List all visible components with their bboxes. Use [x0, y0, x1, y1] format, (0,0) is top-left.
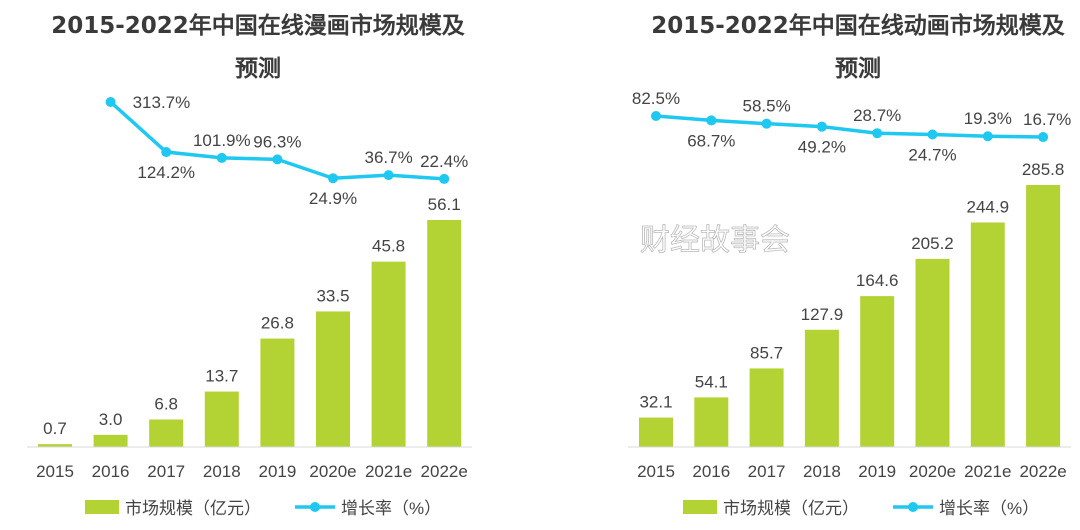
legend-line-label: 增长率（%）: [939, 499, 1039, 518]
bar-label: 85.7: [750, 343, 783, 362]
x-tick-label: 2016: [692, 462, 730, 481]
bar: [749, 368, 784, 447]
growth-label: 19.3%: [964, 109, 1012, 128]
legend-line-marker: [908, 502, 918, 512]
growth-label: 24.7%: [908, 145, 956, 164]
growth-point: [272, 154, 283, 165]
x-tick-label: 2020e: [309, 462, 356, 481]
growth-label: 68.7%: [687, 131, 735, 150]
bar-label: 32.1: [639, 393, 672, 412]
growth-point: [439, 173, 450, 184]
x-tick-label: 2018: [203, 462, 241, 481]
chart-title: 预测: [835, 56, 881, 82]
bar-label: 56.1: [428, 195, 461, 214]
growth-label: 58.5%: [742, 97, 790, 116]
legend-bar-label: 市场规模（亿元）: [125, 499, 261, 518]
x-tick-label: 2018: [803, 462, 841, 481]
growth-label: 16.7%: [1023, 110, 1071, 129]
bar-label: 26.8: [261, 314, 294, 333]
growth-point: [761, 118, 772, 129]
bar: [204, 391, 239, 447]
growth-point: [927, 129, 938, 140]
chart-title: 2015-2022年中国在线动画市场规模及: [651, 12, 1065, 39]
bar: [260, 338, 295, 447]
x-tick-label: 2015: [36, 462, 74, 481]
growth-label: 22.4%: [420, 152, 468, 171]
growth-label: 28.7%: [853, 106, 901, 125]
growth-point: [328, 173, 338, 184]
chart-title: 预测: [235, 56, 281, 82]
x-tick-label: 2015: [637, 462, 675, 481]
growth-label: 36.7%: [364, 148, 412, 167]
bar: [639, 417, 673, 447]
x-tick-label: 2021e: [964, 462, 1011, 481]
x-tick-label: 2017: [748, 462, 786, 481]
x-tick-label: 2022e: [421, 462, 468, 481]
growth-point: [1038, 132, 1049, 143]
growth-point: [105, 97, 116, 107]
watermark: 财经故事会: [640, 224, 790, 257]
bar-label: 285.8: [1022, 160, 1065, 179]
bar-label: 244.9: [967, 197, 1010, 216]
bar-label: 6.8: [154, 394, 178, 413]
growth-label: 96.3%: [253, 132, 301, 151]
growth-point: [216, 152, 227, 163]
x-tick-label: 2016: [92, 462, 130, 481]
growth-label: 82.5%: [632, 89, 680, 108]
legend-line-label: 增长率（%）: [341, 499, 441, 518]
growth-point: [982, 131, 993, 142]
growth-point: [161, 147, 172, 158]
bar-label: 164.6: [856, 271, 899, 290]
bar-label: 205.2: [911, 234, 954, 253]
growth-label: 313.7%: [133, 93, 191, 112]
legend-bar-swatch: [683, 500, 717, 514]
growth-label: 124.2%: [137, 163, 195, 182]
x-tick-label: 2017: [147, 462, 185, 481]
bar: [970, 222, 1005, 447]
bar-label: 33.5: [316, 286, 349, 305]
growth-point: [383, 170, 394, 181]
bar: [915, 258, 950, 447]
growth-point: [706, 115, 717, 126]
x-tick-label: 2020e: [909, 462, 956, 481]
growth-point: [872, 128, 883, 139]
bar: [427, 220, 462, 447]
growth-label: 101.9%: [193, 131, 251, 150]
bar: [804, 329, 839, 447]
x-tick-label: 2019: [858, 462, 896, 481]
x-tick-label: 2021e: [365, 462, 412, 481]
x-tick-label: 2022e: [1019, 462, 1066, 481]
bar: [371, 261, 406, 447]
legend-bar-swatch: [85, 500, 119, 514]
bar-label: 13.7: [205, 367, 238, 386]
growth-point: [816, 121, 827, 132]
growth-line: [655, 114, 1044, 139]
bar: [38, 444, 72, 447]
growth-point: [651, 111, 661, 121]
bar: [1026, 185, 1061, 447]
bar: [149, 419, 184, 447]
bar: [316, 311, 350, 447]
bar: [860, 296, 895, 447]
bar-label: 54.1: [695, 372, 728, 391]
bar: [694, 397, 729, 447]
bar-label: 45.8: [372, 237, 405, 256]
growth-label: 24.9%: [309, 189, 357, 208]
bar-label: 127.9: [801, 305, 844, 324]
legend-line-marker: [310, 502, 320, 512]
legend-bar-label: 市场规模（亿元）: [723, 499, 859, 518]
bar-label: 0.7: [43, 419, 67, 438]
growth-label: 49.2%: [798, 138, 846, 157]
bar-label: 3.0: [99, 410, 123, 429]
x-tick-label: 2019: [258, 462, 296, 481]
chart-title: 2015-2022年中国在线漫画市场规模及: [51, 12, 465, 39]
bar: [93, 434, 128, 447]
